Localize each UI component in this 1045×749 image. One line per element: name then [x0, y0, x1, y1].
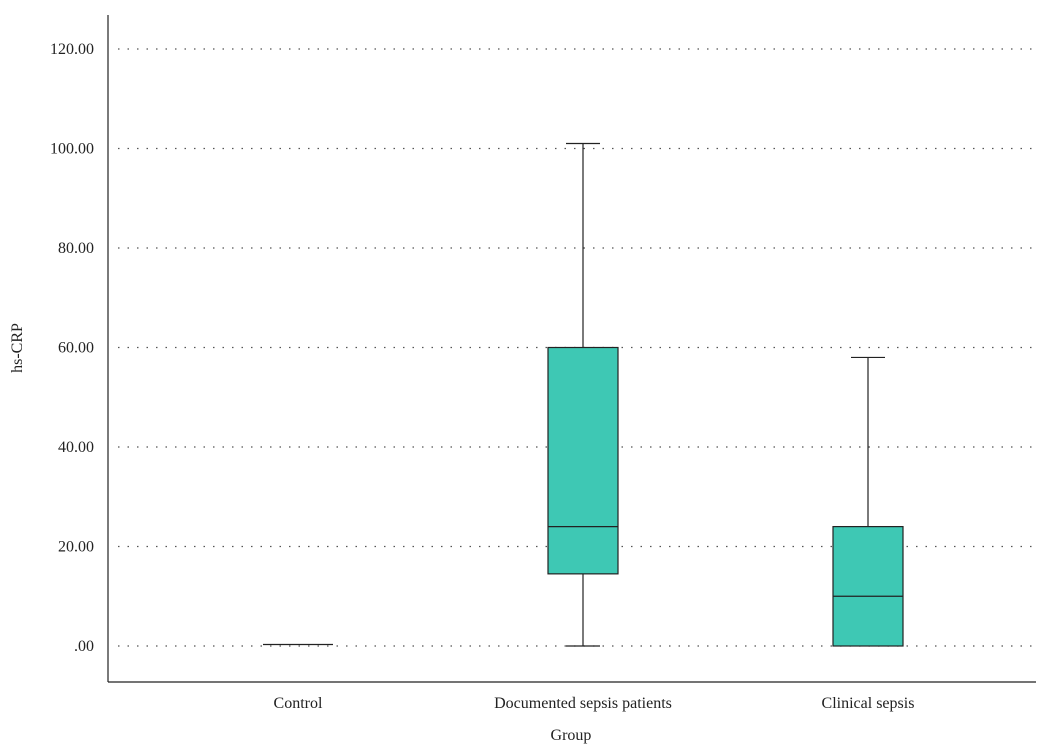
boxes — [263, 142, 904, 647]
grid-lines — [118, 48, 1036, 647]
x-category-label: Control — [274, 695, 323, 712]
x-axis-category-labels: Control Documented sepsis patients Clinica… — [274, 695, 915, 712]
x-category-label: Documented sepsis patients — [494, 695, 672, 712]
x-axis-title: Group — [551, 727, 592, 744]
y-tick-label: 120.00 — [50, 41, 94, 58]
y-tick-label: 60.00 — [58, 340, 94, 357]
y-axis-title: hs-CRP — [9, 323, 26, 373]
box-group — [832, 356, 904, 647]
y-tick-label: .00 — [74, 638, 94, 655]
x-category-label: Clinical sepsis — [822, 695, 915, 712]
y-axis-ticks: .00 20.00 40.00 60.00 80.00 100.00 120.00 — [50, 41, 94, 655]
iqr-box — [547, 346, 619, 575]
y-tick-label: 40.00 — [58, 439, 94, 456]
iqr-box — [832, 525, 904, 647]
y-tick-label: 20.00 — [58, 539, 94, 556]
y-tick-label: 100.00 — [50, 141, 94, 158]
box-group — [547, 142, 619, 647]
y-tick-label: 80.00 — [58, 240, 94, 257]
